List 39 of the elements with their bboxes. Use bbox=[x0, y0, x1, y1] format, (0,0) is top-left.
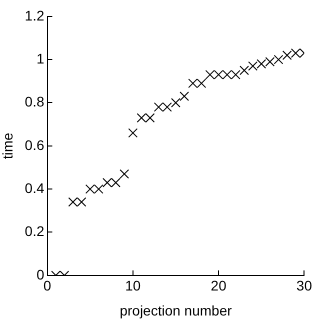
x-axis-title: projection number bbox=[120, 302, 232, 318]
point bbox=[162, 102, 172, 112]
point bbox=[205, 70, 215, 80]
point bbox=[85, 184, 95, 194]
point bbox=[240, 66, 249, 76]
point bbox=[188, 78, 198, 88]
y-tick-label: 0 bbox=[36, 266, 44, 282]
point bbox=[111, 178, 121, 188]
point bbox=[120, 169, 130, 179]
point bbox=[145, 113, 155, 123]
y-tick-label: 1 bbox=[36, 50, 44, 66]
y-tick-label: 0.8 bbox=[24, 94, 44, 110]
y-axis-title: time bbox=[0, 132, 16, 160]
point bbox=[68, 197, 78, 207]
point bbox=[170, 98, 180, 108]
point bbox=[76, 197, 86, 207]
point bbox=[94, 184, 104, 194]
point bbox=[248, 61, 258, 71]
point bbox=[102, 178, 112, 188]
point bbox=[136, 113, 146, 123]
point bbox=[154, 102, 164, 112]
point bbox=[282, 50, 292, 60]
x-tick-label: 20 bbox=[210, 278, 227, 294]
point bbox=[196, 78, 206, 88]
y-tick-label: 1.2 bbox=[24, 7, 44, 24]
x-tick-label: 30 bbox=[296, 278, 312, 294]
point bbox=[222, 70, 232, 80]
point bbox=[214, 70, 224, 80]
y-tick-label: 0.2 bbox=[24, 223, 44, 240]
y-tick-label: 0.6 bbox=[24, 136, 44, 153]
point bbox=[265, 56, 275, 66]
x-tick-label: 10 bbox=[125, 278, 141, 294]
point bbox=[274, 54, 284, 64]
y-tick-label: 0.4 bbox=[24, 180, 44, 196]
point bbox=[290, 48, 300, 58]
point bbox=[230, 70, 240, 80]
point bbox=[128, 128, 138, 138]
point bbox=[180, 92, 190, 101]
point bbox=[256, 59, 266, 69]
